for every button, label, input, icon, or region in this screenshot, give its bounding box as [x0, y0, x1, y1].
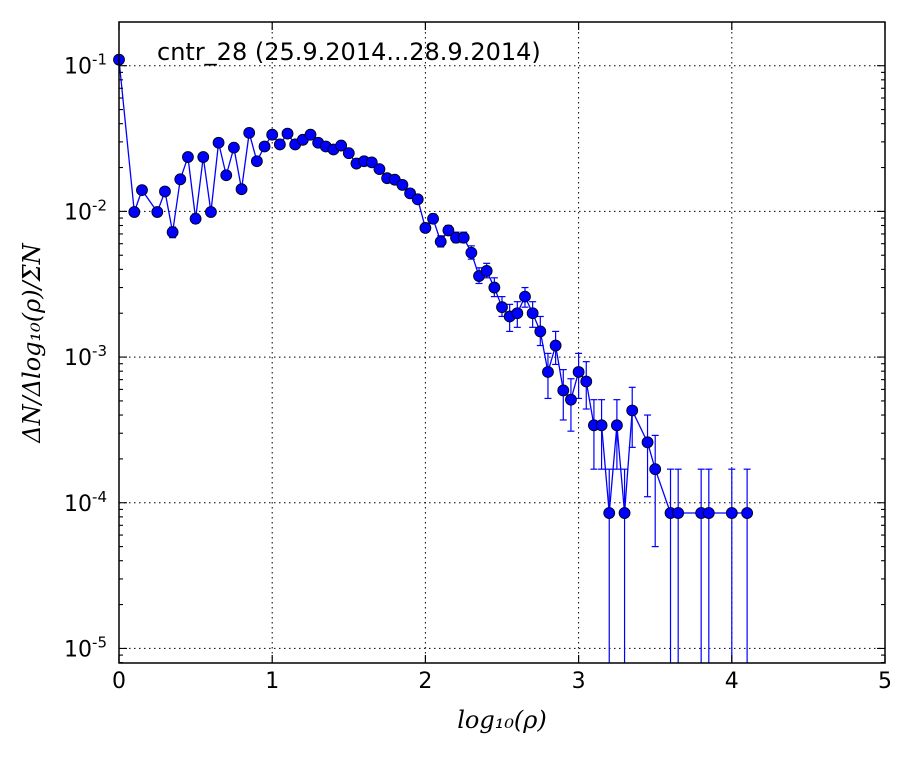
x-tick-label: 5 — [878, 669, 892, 694]
x-axis-label: log₁₀(ρ) — [457, 706, 547, 734]
data-point — [205, 206, 217, 218]
data-point — [519, 290, 531, 303]
y-tick-label: 10-3 — [64, 342, 107, 371]
plot-frame — [118, 21, 886, 664]
data-point — [595, 419, 608, 432]
data-point — [182, 151, 194, 163]
data-point — [465, 246, 478, 259]
data-point — [649, 463, 662, 476]
data-point — [258, 140, 271, 153]
data-point — [281, 127, 294, 140]
x-tick-label: 1 — [265, 669, 279, 694]
data-point — [434, 235, 447, 248]
data-point — [166, 226, 179, 239]
data-point — [557, 384, 570, 397]
data-point — [572, 366, 585, 378]
data-point — [128, 206, 141, 218]
data-point — [189, 212, 202, 225]
data-point — [542, 366, 554, 378]
y-tick-label: 10-4 — [64, 488, 107, 517]
data-point — [136, 184, 148, 196]
y-tick-label: 10-1 — [64, 51, 107, 80]
data-point — [626, 404, 639, 417]
data-point — [411, 193, 424, 206]
data-point — [227, 141, 240, 154]
data-point — [618, 507, 631, 519]
data-point — [250, 155, 263, 168]
data-point — [304, 128, 317, 141]
data-point — [565, 393, 577, 406]
data-point — [266, 128, 279, 141]
data-point — [702, 507, 715, 519]
data-point — [741, 507, 754, 519]
grid-lines — [119, 22, 885, 663]
data-point — [603, 507, 616, 519]
chart-title: cntr_28 (25.9.2014...28.9.2014) — [157, 38, 541, 66]
x-tick-label: 0 — [112, 669, 126, 694]
y-axis-label: ΔN/Δlog₁₀(ρ)/ΣN — [18, 242, 46, 443]
data-point — [611, 419, 623, 432]
data-point — [220, 169, 233, 182]
x-tick-label: 2 — [418, 669, 432, 694]
data-point — [373, 163, 386, 176]
data-point — [526, 307, 539, 320]
data-point — [159, 185, 171, 198]
data-point — [457, 231, 470, 244]
data-point — [151, 206, 164, 218]
data-markers — [113, 53, 754, 519]
data-point — [235, 183, 248, 196]
data-point — [342, 147, 355, 160]
data-point — [442, 224, 455, 237]
data-point — [496, 301, 508, 314]
y-tick-label: 10-5 — [64, 633, 107, 662]
y-tick-labels: 10-1 10-2 10-3 10-4 10-5 — [64, 51, 107, 663]
data-point — [534, 325, 547, 338]
data-point — [511, 307, 524, 320]
data-point — [725, 507, 738, 519]
data-point — [212, 136, 225, 149]
data-point — [197, 151, 210, 163]
x-tick-labels: 0 1 2 3 4 5 — [112, 669, 892, 694]
data-point — [396, 178, 409, 191]
data-point — [427, 212, 439, 225]
data-point — [243, 126, 256, 139]
data-point — [480, 265, 493, 277]
data-point — [273, 138, 286, 151]
data-point — [672, 507, 685, 519]
data-point — [419, 222, 432, 234]
axis-ticks — [118, 22, 886, 664]
data-point — [174, 173, 187, 186]
data-series — [113, 53, 754, 663]
x-tick-label: 3 — [572, 669, 586, 694]
x-tick-label: 4 — [725, 669, 739, 694]
data-point — [641, 436, 654, 449]
data-point — [335, 139, 348, 152]
y-tick-label: 10-2 — [64, 196, 107, 225]
data-point — [549, 339, 562, 352]
data-point — [488, 281, 501, 294]
data-point — [365, 156, 378, 169]
data-point — [580, 375, 593, 388]
